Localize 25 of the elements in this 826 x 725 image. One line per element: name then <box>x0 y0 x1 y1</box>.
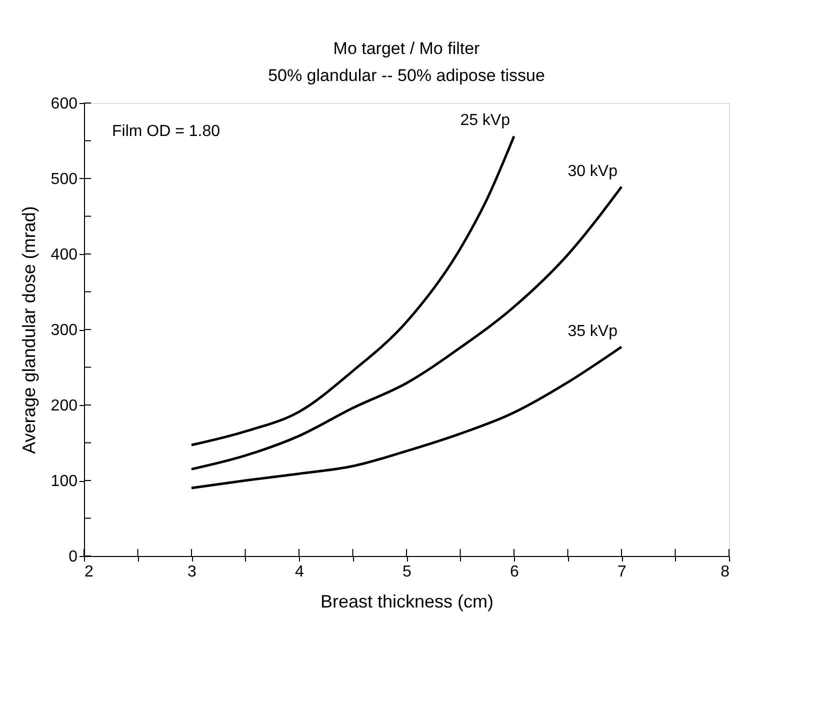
line-series <box>190 346 623 490</box>
y-tick-label: 600 <box>50 96 78 112</box>
chart-title: Mo target / Mo filter <box>333 39 480 58</box>
x-tick-label: 8 <box>720 564 730 580</box>
series-label: 35 kVp <box>568 322 618 340</box>
y-tick-label: 300 <box>50 322 78 339</box>
annotation: Film OD = 1.80 <box>112 123 220 140</box>
chart-subtitle: 50% glandular -- 50% adipose tissue <box>268 66 545 85</box>
y-axis-title: Average glandular dose (mrad) <box>18 206 39 454</box>
x-tick-label: 7 <box>618 564 627 580</box>
x-tick-label: 2 <box>84 564 94 580</box>
y-tick-label: 100 <box>50 473 78 490</box>
x-tick-label: 6 <box>510 564 520 580</box>
y-tick-label: 200 <box>50 398 78 414</box>
x-tick-label: 5 <box>402 564 412 580</box>
x-tick-label: 3 <box>188 564 197 580</box>
y-tick-label: 500 <box>50 171 78 188</box>
line-series <box>190 186 623 470</box>
y-tick-label: 0 <box>68 548 78 566</box>
y-tick-label: 400 <box>50 246 78 264</box>
series-label: 30 kVp <box>568 162 618 180</box>
x-tick-label: 4 <box>295 564 304 580</box>
series-label: 25 kVp <box>460 112 510 130</box>
x-axis-title: Breast thickness (cm) <box>320 592 494 612</box>
line-series <box>190 134 516 446</box>
